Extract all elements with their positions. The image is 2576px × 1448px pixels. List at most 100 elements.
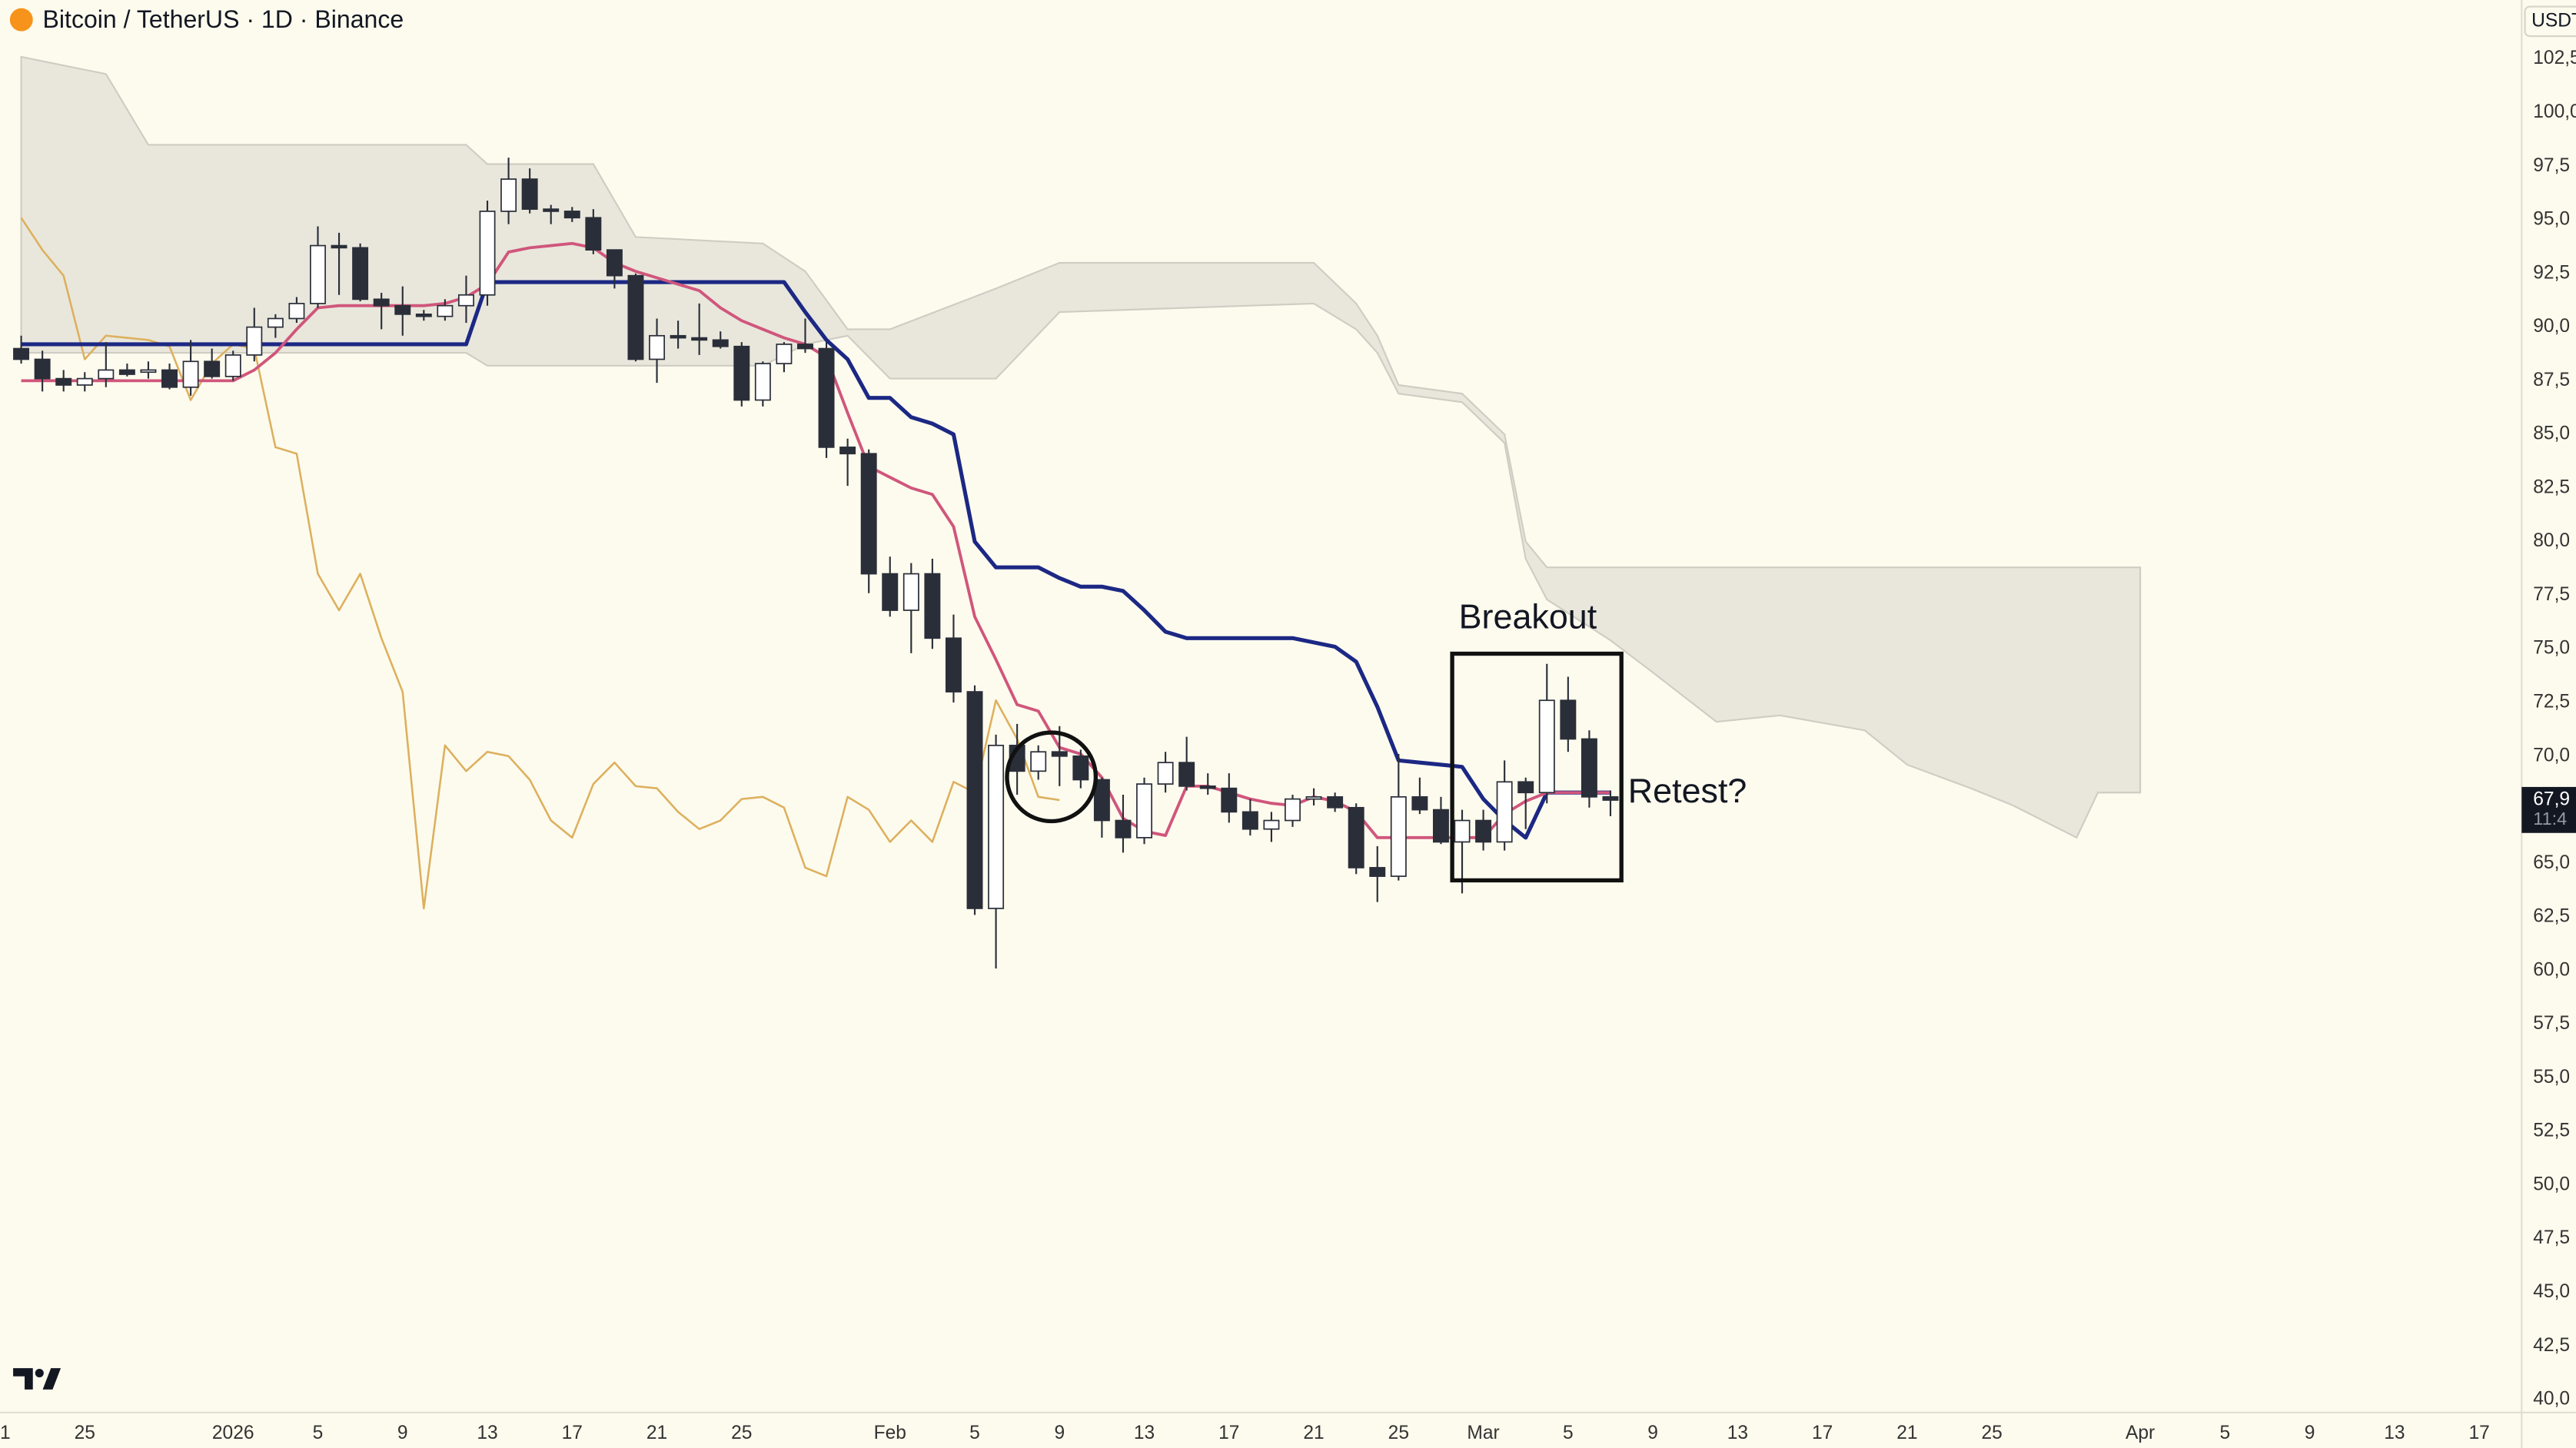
candle-body xyxy=(1030,751,1047,772)
annotation: Breakout xyxy=(1459,597,1597,636)
y-tick-label: 62,5 xyxy=(2533,906,2570,927)
candle-body xyxy=(1581,738,1597,798)
y-tick-label: 65,0 xyxy=(2533,852,2570,873)
candle-body xyxy=(563,211,580,219)
y-tick-label: 85,0 xyxy=(2533,423,2570,444)
candle-body xyxy=(754,363,771,401)
candle-body xyxy=(691,337,708,341)
y-tick-label: 82,5 xyxy=(2533,477,2570,497)
y-tick-label: 52,5 xyxy=(2533,1121,2570,1141)
x-tick-label: 25 xyxy=(1388,1423,1409,1443)
highlight-circle xyxy=(1005,730,1099,824)
x-tick-label: 5 xyxy=(969,1423,980,1443)
candle-body xyxy=(1538,699,1555,794)
candle-body xyxy=(627,274,644,360)
x-tick-label: 25 xyxy=(731,1423,752,1443)
y-tick-label: 100,0 xyxy=(2533,101,2576,122)
x-tick-label: 2026 xyxy=(212,1423,254,1443)
candle-body xyxy=(945,637,962,692)
x-tick-label: 13 xyxy=(477,1423,497,1443)
candle-body xyxy=(204,360,221,377)
plot-area xyxy=(13,55,2142,969)
y-tick-label: 42,5 xyxy=(2533,1335,2570,1356)
y-tick-label: 77,5 xyxy=(2533,584,2570,605)
x-tick-label: 21 xyxy=(646,1423,667,1443)
candle-body xyxy=(1369,867,1386,877)
candle-body xyxy=(1411,795,1428,811)
candle-body xyxy=(924,573,941,639)
coin-icon xyxy=(9,8,33,32)
candle-body xyxy=(1093,779,1110,822)
indicator-line xyxy=(21,241,1610,839)
candle-body xyxy=(1178,762,1195,787)
x-tick-label: 13 xyxy=(1727,1423,1748,1443)
y-tick-label: 90,0 xyxy=(2533,316,2570,337)
y-tick-label: 102,5 xyxy=(2533,48,2576,68)
x-tick-label: 9 xyxy=(397,1423,408,1443)
candle-body xyxy=(224,354,241,377)
candle-body xyxy=(882,573,899,611)
x-tick-label: 21 xyxy=(1896,1423,1917,1443)
y-tick-label: 57,5 xyxy=(2533,1013,2570,1034)
x-tick-label: 21 xyxy=(0,1423,11,1443)
x-tick-label: 13 xyxy=(1134,1423,1155,1443)
candle-body xyxy=(839,447,856,455)
currency-label: USDT xyxy=(2531,10,2576,31)
candle-body xyxy=(352,247,369,301)
y-tick-label: 47,5 xyxy=(2533,1227,2570,1248)
x-tick-label: 21 xyxy=(1303,1423,1324,1443)
x-tick-label: 25 xyxy=(1981,1423,2002,1443)
candle-body xyxy=(1199,785,1216,789)
y-tick-label: 80,0 xyxy=(2533,530,2570,551)
x-tick-label: 17 xyxy=(2469,1423,2490,1443)
candle-body xyxy=(76,377,93,386)
y-tick-label: 45,0 xyxy=(2533,1281,2570,1302)
x-tick-label: 17 xyxy=(1218,1423,1239,1443)
annotation: Retest? xyxy=(1628,771,1747,810)
candle-body xyxy=(1241,811,1258,830)
y-tick-label: 92,5 xyxy=(2533,262,2570,283)
candle-body xyxy=(182,360,199,388)
x-tick-label: Apr xyxy=(2126,1423,2155,1443)
x-tick-label: Feb xyxy=(874,1423,906,1443)
candle-body xyxy=(670,334,686,339)
candle-body xyxy=(1051,751,1068,757)
lagging-span xyxy=(20,217,1060,910)
candle-body xyxy=(988,744,1005,909)
candle-body xyxy=(246,326,263,356)
candle-body xyxy=(479,211,496,296)
currency-box[interactable] xyxy=(2524,5,2576,38)
x-tick-label: 9 xyxy=(2305,1423,2315,1443)
y-tick-label: 72,5 xyxy=(2533,692,2570,712)
candle-body xyxy=(902,573,919,611)
tv-logo xyxy=(13,1368,61,1390)
candle-body xyxy=(1517,781,1534,794)
price-tag xyxy=(2521,786,2576,833)
x-tick-label: 25 xyxy=(75,1423,95,1443)
x-tick-label: 9 xyxy=(1647,1423,1658,1443)
x-tick-label: Mar xyxy=(1467,1423,1499,1443)
candle-body xyxy=(394,304,411,315)
indicator-line xyxy=(21,280,1610,840)
candle-body xyxy=(373,298,390,307)
candle-body xyxy=(1115,819,1132,839)
y-tick-label: 87,5 xyxy=(2533,370,2570,390)
x-tick-label: 9 xyxy=(1054,1423,1065,1443)
candle-body xyxy=(543,208,560,212)
candle-body xyxy=(712,339,729,347)
candle-body xyxy=(288,303,305,320)
y-tick-label: 50,0 xyxy=(2533,1174,2570,1194)
logo-part xyxy=(35,1368,44,1378)
cloud xyxy=(20,55,2142,839)
candle-body xyxy=(1496,781,1513,843)
candle-body xyxy=(1136,783,1153,839)
candle-body xyxy=(606,249,623,277)
candle-body xyxy=(140,369,157,374)
candle-body xyxy=(34,358,51,380)
logo-part xyxy=(13,1368,33,1390)
y-tick-label: 60,0 xyxy=(2533,959,2570,980)
candle-body xyxy=(331,244,347,249)
logo-part xyxy=(42,1368,61,1390)
